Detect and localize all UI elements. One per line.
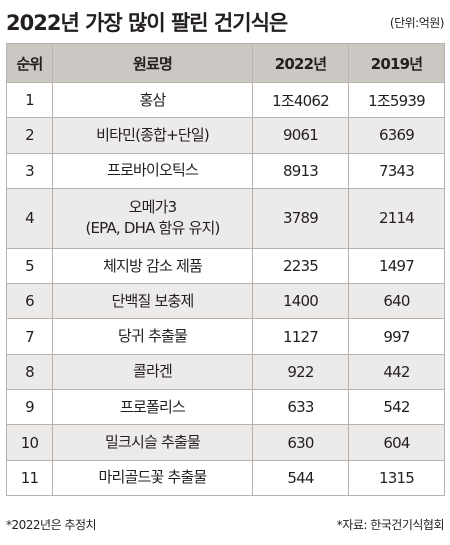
rank-cell: 6 (6, 283, 53, 320)
rank-cell: 1 (6, 81, 53, 119)
unit-label: (단위:억원) (389, 16, 445, 30)
estimate-footnote: *2022년은 추정치 (6, 518, 97, 532)
rank-cell: 9 (6, 389, 53, 426)
sales-2022-cell: 8913 (252, 152, 349, 189)
source-footnote: *자료: 한국건기식협회 (336, 518, 445, 532)
sales-2022-cell: 633 (252, 389, 349, 426)
column-header-2022: 2022년 (252, 43, 349, 83)
ingredient-cell: 마리골드꽃 추출물 (52, 459, 253, 496)
table-row: 2 비타민(종합+단일) 9061 6369 (6, 117, 445, 154)
rank-cell: 3 (6, 152, 53, 189)
ingredient-cell: 당귀 추출물 (52, 318, 253, 355)
title-bar: 2022년 가장 많이 팔린 건기식은 (단위:억원) (0, 0, 450, 44)
ingredient-name-line2: (EPA, DHA 함유 유지) (85, 219, 220, 238)
ingredient-cell: 비타민(종합+단일) (52, 117, 253, 154)
sales-2019-cell: 542 (348, 389, 445, 426)
ingredient-cell: 밀크시슬 추출물 (52, 424, 253, 461)
ingredient-name-line1: 오메가3 (128, 198, 178, 217)
rank-cell: 5 (6, 247, 53, 285)
sales-2019-cell: 442 (348, 353, 445, 391)
sales-2019-cell: 997 (348, 318, 445, 355)
column-header-name: 원료명 (52, 43, 253, 83)
table-row: 1 홍삼 1조4062 1조5939 (6, 81, 445, 119)
rank-cell: 11 (6, 459, 53, 496)
rank-cell: 2 (6, 117, 53, 154)
table-row: 7 당귀 추출물 1127 997 (6, 318, 445, 355)
table-row: 3 프로바이오틱스 8913 7343 (6, 152, 445, 189)
sales-2019-cell: 1315 (348, 459, 445, 496)
ingredient-cell: 프로바이오틱스 (52, 152, 253, 189)
ingredient-cell: 단백질 보충제 (52, 283, 253, 320)
page-title: 2022년 가장 많이 팔린 건기식은 (6, 11, 288, 35)
rank-cell: 7 (6, 318, 53, 355)
ingredient-cell: 오메가3 (EPA, DHA 함유 유지) (52, 187, 253, 249)
sales-2019-cell: 640 (348, 283, 445, 320)
table-row: 8 콜라겐 922 442 (6, 353, 445, 391)
column-header-rank: 순위 (6, 43, 53, 83)
sales-2019-cell: 1497 (348, 247, 445, 285)
sales-2019-cell: 2114 (348, 187, 445, 249)
table-row: 4 오메가3 (EPA, DHA 함유 유지) 3789 2114 (6, 187, 445, 249)
ingredient-cell: 체지방 감소 제품 (52, 247, 253, 285)
sales-2019-cell: 7343 (348, 152, 445, 189)
table-row: 6 단백질 보충제 1400 640 (6, 283, 445, 320)
sales-2022-cell: 1400 (252, 283, 349, 320)
table-header-row: 순위 원료명 2022년 2019년 (6, 43, 445, 83)
sales-2022-cell: 1조4062 (252, 81, 349, 119)
sales-2022-cell: 3789 (252, 187, 349, 249)
column-header-2019: 2019년 (348, 43, 445, 83)
sales-2022-cell: 630 (252, 424, 349, 461)
sales-2022-cell: 922 (252, 353, 349, 391)
ingredient-cell: 홍삼 (52, 81, 253, 119)
table-row: 9 프로폴리스 633 542 (6, 389, 445, 426)
sales-2019-cell: 1조5939 (348, 81, 445, 119)
sales-2022-cell: 9061 (252, 117, 349, 154)
sales-2019-cell: 6369 (348, 117, 445, 154)
table-row: 10 밀크시슬 추출물 630 604 (6, 424, 445, 461)
ingredient-cell: 콜라겐 (52, 353, 253, 391)
sales-2022-cell: 544 (252, 459, 349, 496)
table-row: 5 체지방 감소 제품 2235 1497 (6, 247, 445, 285)
ingredient-cell: 프로폴리스 (52, 389, 253, 426)
sales-2019-cell: 604 (348, 424, 445, 461)
rank-cell: 8 (6, 353, 53, 391)
sales-2022-cell: 2235 (252, 247, 349, 285)
table-row: 11 마리골드꽃 추출물 544 1315 (6, 459, 445, 496)
rank-cell: 10 (6, 424, 53, 461)
sales-2022-cell: 1127 (252, 318, 349, 355)
sales-table: 순위 원료명 2022년 2019년 1 홍삼 1조4062 1조5939 2 … (6, 43, 445, 496)
rank-cell: 4 (6, 187, 53, 249)
